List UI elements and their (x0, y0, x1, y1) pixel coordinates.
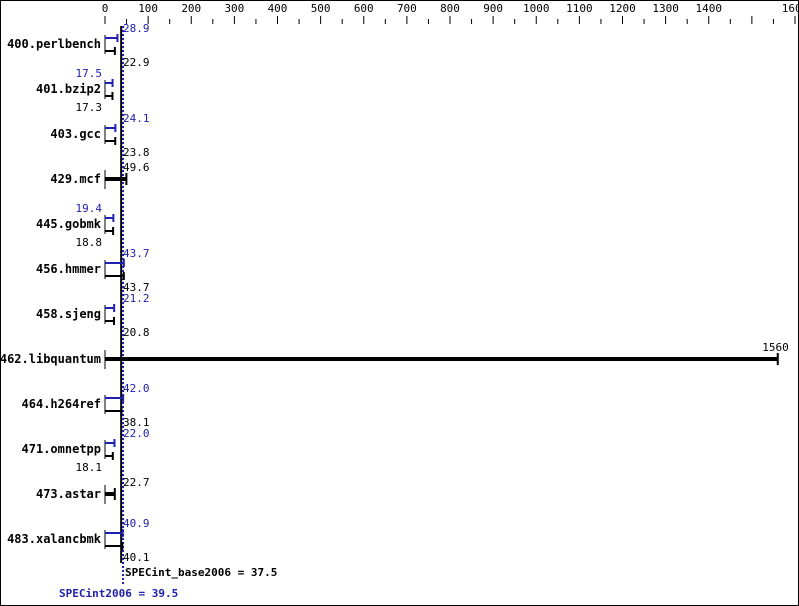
x-tick-label: 400 (268, 2, 288, 15)
base-value-label: 22.9 (123, 56, 150, 69)
peak-value-label: 22.0 (123, 427, 150, 440)
x-tick-label: 1100 (566, 2, 593, 15)
peak-value-label: 17.5 (76, 67, 103, 80)
base-bar (105, 455, 113, 457)
x-tick-label: 300 (224, 2, 244, 15)
x-tick-label: 200 (181, 2, 201, 15)
benchmark-label: 462.libquantum (1, 352, 101, 366)
benchmark-label: 473.astar (36, 487, 101, 501)
base-bar (105, 275, 124, 277)
base-bar (105, 140, 116, 142)
benchmark-label: 464.h264ref (22, 397, 101, 411)
peak-value-label: 40.9 (123, 517, 150, 530)
benchmark-label: 429.mcf (50, 172, 101, 186)
x-tick-label: 700 (397, 2, 417, 15)
base-bar (105, 410, 122, 412)
base-bar (105, 177, 127, 181)
benchmark-label: 445.gobmk (36, 217, 102, 231)
x-tick-label: 100 (138, 2, 158, 15)
benchmark-label: 401.bzip2 (36, 82, 101, 96)
peak-bar (105, 262, 124, 264)
x-tick-label: 800 (440, 2, 460, 15)
peak-bar (105, 127, 116, 129)
base-reference-label: SPECint_base2006 = 37.5 (125, 566, 277, 579)
peak-bar (105, 82, 113, 84)
benchmark-label: 403.gcc (50, 127, 101, 141)
peak-value-label: 21.2 (123, 292, 150, 305)
base-value-label: 18.1 (76, 461, 103, 474)
peak-bar (105, 37, 118, 39)
x-tick-label: 0 (102, 2, 109, 15)
peak-value-label: 43.7 (123, 247, 150, 260)
base-value-label: 18.8 (76, 236, 103, 249)
benchmark-label: 483.xalancbmk (7, 532, 102, 546)
x-tick-label: 1200 (609, 2, 636, 15)
peak-bar (105, 307, 115, 309)
benchmark-label: 400.perlbench (7, 37, 101, 51)
peak-value-label: 28.9 (123, 22, 150, 35)
x-tick-label: 1300 (652, 2, 679, 15)
x-tick-label: 1400 (696, 2, 723, 15)
peak-bar (105, 532, 123, 534)
base-value-label: 20.8 (123, 326, 150, 339)
x-tick-label: 1000 (523, 2, 550, 15)
benchmark-label: 456.hmmer (36, 262, 101, 276)
x-tick-label: 600 (354, 2, 374, 15)
base-bar (105, 320, 114, 322)
base-bar (105, 50, 115, 52)
x-tick-label: 1600 (782, 2, 798, 15)
peak-value-label: 19.4 (76, 202, 103, 215)
base-value-label: 1560 (762, 341, 789, 354)
peak-reference-label: SPECint2006 = 39.5 (59, 587, 178, 600)
base-value-label: 43.7 (123, 281, 150, 294)
benchmark-label: 471.omnetpp (22, 442, 101, 456)
x-tick-label: 500 (311, 2, 331, 15)
peak-bar (105, 397, 124, 399)
base-bar (105, 492, 115, 496)
base-value-label: 23.8 (123, 146, 150, 159)
base-value-label: 22.7 (123, 476, 150, 489)
x-tick-label: 900 (483, 2, 503, 15)
base-bar (105, 357, 778, 361)
base-bar (105, 95, 113, 97)
base-value-label: 38.1 (123, 416, 150, 429)
peak-value-label: 42.0 (123, 382, 150, 395)
base-bar (105, 545, 123, 547)
benchmark-label: 458.sjeng (36, 307, 101, 321)
peak-bar (105, 442, 115, 444)
base-value-label: 40.1 (123, 551, 150, 564)
base-bar (105, 230, 114, 232)
base-value-label: 49.6 (123, 161, 150, 174)
peak-bar (105, 217, 114, 219)
base-value-label: 17.3 (76, 101, 103, 114)
peak-value-label: 24.1 (123, 112, 150, 125)
